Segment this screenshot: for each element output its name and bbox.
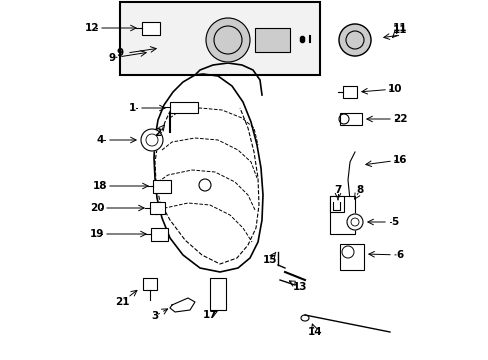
Text: 15: 15 bbox=[262, 255, 277, 265]
Polygon shape bbox=[170, 298, 195, 312]
Text: 11: 11 bbox=[392, 23, 407, 33]
Bar bbox=[254, 28, 289, 52]
Bar bbox=[329, 196, 343, 212]
Text: 8: 8 bbox=[356, 185, 363, 195]
Bar bbox=[142, 278, 157, 290]
Bar bbox=[209, 278, 225, 310]
Text: 9: 9 bbox=[108, 53, 115, 63]
Bar bbox=[151, 228, 168, 241]
Bar bbox=[339, 113, 361, 125]
Text: 12: 12 bbox=[84, 23, 99, 33]
Bar bbox=[120, 2, 319, 75]
Text: 11: 11 bbox=[392, 25, 407, 35]
Bar bbox=[153, 180, 171, 193]
Bar bbox=[170, 102, 198, 113]
Text: 3: 3 bbox=[151, 311, 158, 321]
Circle shape bbox=[141, 129, 163, 151]
Text: 20: 20 bbox=[90, 203, 104, 213]
Text: 5: 5 bbox=[390, 217, 398, 227]
Bar bbox=[142, 22, 160, 35]
Text: 21: 21 bbox=[115, 297, 129, 307]
Text: 22: 22 bbox=[392, 114, 407, 124]
Bar bbox=[339, 244, 363, 270]
Text: 14: 14 bbox=[307, 327, 322, 337]
Text: 1: 1 bbox=[128, 103, 135, 113]
Text: 13: 13 bbox=[292, 282, 306, 292]
Bar bbox=[342, 86, 356, 98]
Bar bbox=[150, 202, 164, 214]
Circle shape bbox=[338, 24, 370, 56]
Text: 10: 10 bbox=[387, 84, 402, 94]
Text: 19: 19 bbox=[90, 229, 104, 239]
Text: 18: 18 bbox=[93, 181, 107, 191]
Text: 6: 6 bbox=[396, 250, 403, 260]
Text: 9: 9 bbox=[116, 48, 123, 58]
Text: 4: 4 bbox=[96, 135, 103, 145]
Circle shape bbox=[346, 214, 362, 230]
Text: 17: 17 bbox=[202, 310, 217, 320]
Text: 7: 7 bbox=[334, 185, 341, 195]
Text: 16: 16 bbox=[392, 155, 407, 165]
Text: 2: 2 bbox=[154, 128, 162, 138]
Bar bbox=[329, 196, 354, 234]
Circle shape bbox=[205, 18, 249, 62]
